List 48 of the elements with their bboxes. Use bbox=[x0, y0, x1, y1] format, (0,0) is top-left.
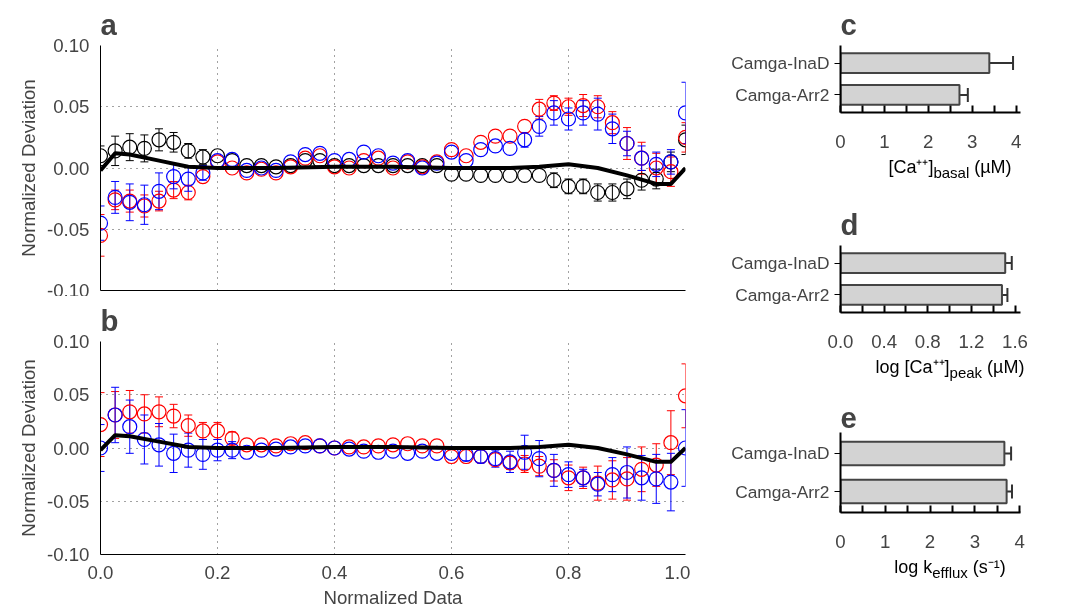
x-tick-label: 1 bbox=[880, 530, 891, 552]
y-tick-label: 0.05 bbox=[53, 384, 90, 406]
y-tick-label: 0.05 bbox=[53, 96, 90, 118]
x-tick-label: 3 bbox=[969, 530, 981, 552]
x-tick-label: 4 bbox=[1010, 130, 1022, 152]
x-tick-label: 0 bbox=[835, 530, 846, 552]
x-tick-label: 0.6 bbox=[438, 561, 465, 583]
chart-title: b bbox=[100, 303, 119, 337]
x-tick-label: 0.8 bbox=[555, 561, 582, 583]
x-tick-label: 4 bbox=[1014, 530, 1025, 552]
x-tick-label: 0.2 bbox=[204, 561, 231, 583]
x-tick-label: 3 bbox=[967, 130, 978, 152]
x-tick-label: 1.0 bbox=[664, 561, 691, 583]
y-tick-label: Camga-Arr2 bbox=[735, 284, 830, 305]
y-tick-label: Camga-InaD bbox=[731, 443, 830, 464]
x-tick-label: 0.0 bbox=[87, 561, 114, 583]
x-tick-label: 1 bbox=[879, 130, 890, 152]
x-tick-label: 0 bbox=[835, 130, 846, 152]
x-axis-title: Normalized Data bbox=[323, 586, 464, 608]
x-tick-label: 1.6 bbox=[1002, 330, 1029, 352]
y-tick-label: 0.00 bbox=[53, 437, 90, 459]
chart-title: e bbox=[840, 400, 857, 434]
x-axis-title: log [Ca⁺⁺]$_{peak}$ (µM) bbox=[875, 356, 1025, 383]
x-tick-label: 0.0 bbox=[827, 330, 854, 352]
y-axis-title: Normalized Deviation bbox=[17, 359, 39, 537]
x-tick-label: 1.2 bbox=[958, 330, 985, 352]
y-axis-title: Normalized Deviation bbox=[17, 79, 39, 257]
x-tick-label: 0.4 bbox=[321, 561, 348, 583]
y-tick-label: -0.10 bbox=[46, 279, 90, 301]
x-axis-title: [Ca⁺⁺]$_{basal}$ (µM) bbox=[888, 156, 1012, 183]
x-axis-title: log k$_{efflux}$ (s⁻¹) bbox=[894, 556, 1006, 583]
y-tick-label: 0.10 bbox=[53, 331, 90, 352]
y-tick-label: -0.10 bbox=[46, 544, 90, 565]
chart-title: c bbox=[840, 7, 857, 41]
x-tick-label: 2 bbox=[923, 130, 934, 152]
y-tick-label: Camga-Arr2 bbox=[735, 481, 830, 502]
y-tick-label: Camga-InaD bbox=[731, 253, 830, 274]
y-tick-label: -0.05 bbox=[46, 218, 90, 240]
x-tick-label: 0.8 bbox=[914, 330, 941, 352]
y-tick-label: 0.00 bbox=[53, 157, 90, 179]
x-tick-label: 0.4 bbox=[871, 330, 898, 352]
chart-title: d bbox=[840, 207, 859, 241]
chart-title: a bbox=[100, 7, 118, 41]
y-tick-label: Camga-Arr2 bbox=[735, 84, 830, 105]
y-tick-label: -0.05 bbox=[46, 490, 90, 512]
x-tick-label: 2 bbox=[924, 530, 936, 552]
y-tick-label: Camga-InaD bbox=[731, 53, 830, 74]
y-tick-label: 0.10 bbox=[53, 35, 90, 56]
